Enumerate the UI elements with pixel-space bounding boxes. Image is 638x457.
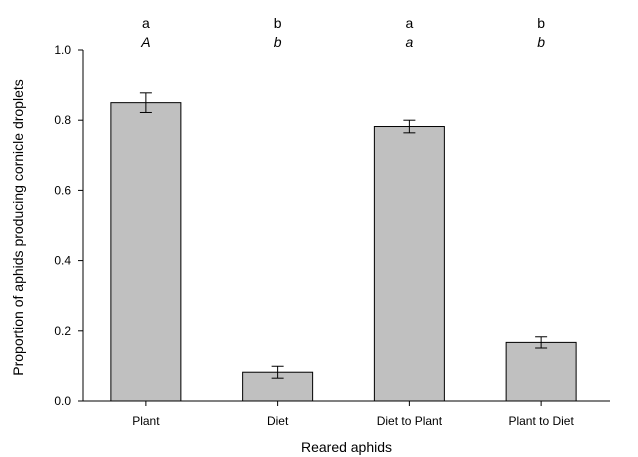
bars: [110, 102, 577, 402]
y-tick-label: 0.0: [54, 394, 71, 408]
x-axis-title: Reared aphids: [301, 439, 392, 455]
bar: [373, 126, 445, 402]
letter-top: b: [537, 15, 545, 31]
letter-top: a: [142, 15, 150, 31]
error-bars: [139, 92, 548, 379]
letter-top: a: [405, 15, 413, 31]
x-tick-label: Diet to Plant: [377, 414, 443, 428]
x-tick-label: Plant: [132, 414, 160, 428]
y-tick-label: 0.6: [54, 183, 71, 197]
letter-bottom: A: [140, 34, 150, 50]
y-ticks: 0.0 0.2 0.4 0.6 0.8 1.0: [54, 43, 83, 408]
bar: [505, 341, 577, 402]
letter-top: b: [274, 15, 282, 31]
bar: [110, 102, 182, 402]
x-ticks: Plant Diet Diet to Plant Plant to Diet: [132, 401, 574, 428]
letter-bottom: a: [405, 34, 413, 50]
x-tick-label: Plant to Diet: [508, 414, 574, 428]
y-tick-label: 0.4: [54, 254, 71, 268]
x-tick-label: Diet: [267, 414, 289, 428]
y-tick-label: 0.2: [54, 324, 71, 338]
letter-bottom: b: [537, 34, 545, 50]
y-tick-label: 0.8: [54, 113, 71, 127]
y-tick-label: 1.0: [54, 43, 71, 57]
y-axis-title: Proportion of aphids producing cornicle …: [10, 79, 26, 376]
letter-bottom: b: [274, 34, 282, 50]
